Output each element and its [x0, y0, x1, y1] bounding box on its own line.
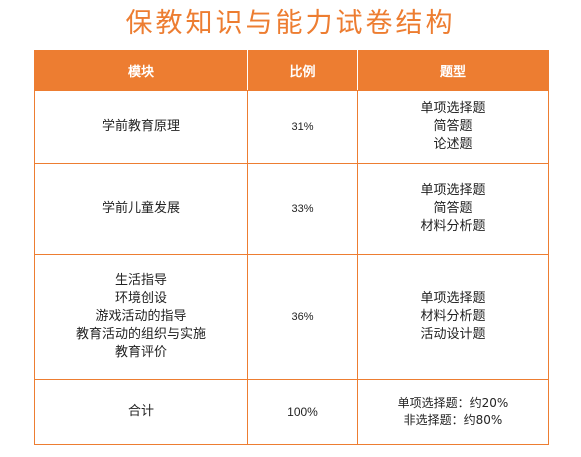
ratio-cell: 100% — [247, 379, 358, 445]
table-header-row: 模块 比例 题型 — [34, 50, 549, 91]
page-title: 保教知识与能力试卷结构 — [125, 8, 456, 39]
table-row: 学前儿童发展 33% 单项选择题 简答题 材料分析题 — [34, 163, 549, 255]
module-name: 教育评价 — [114, 345, 167, 360]
question-type: 论述题 — [433, 137, 473, 152]
question-type: 单项选择题 — [420, 101, 486, 116]
question-type: 活动设计题 — [420, 327, 486, 342]
question-type: 单项选择题 — [420, 183, 486, 198]
ratio-value: 100% — [287, 404, 318, 419]
column-header-module: 模块 — [34, 50, 248, 91]
total-label: 合计 — [127, 404, 154, 419]
column-header-question-type: 题型 — [357, 50, 549, 91]
question-type-share: 单项选择题：约20% — [397, 396, 509, 410]
exam-structure-table: 模块 比例 题型 学前教育原理 31% 单项选择题 简答题 论述题 学前儿童发展… — [34, 50, 549, 445]
module-name: 学前儿童发展 — [101, 201, 180, 216]
module-cell: 学前教育原理 — [34, 90, 248, 164]
question-type-share: 非选择题：约80% — [403, 413, 503, 427]
module-cell: 生活指导 环境创设 游戏活动的指导 教育活动的组织与实施 教育评价 — [34, 254, 248, 380]
module-name: 生活指导 — [114, 273, 167, 288]
module-cell: 合计 — [34, 379, 248, 445]
module-cell: 学前儿童发展 — [34, 163, 248, 255]
ratio-value: 31% — [291, 121, 314, 133]
table-row: 学前教育原理 31% 单项选择题 简答题 论述题 — [34, 90, 549, 164]
ratio-value: 36% — [291, 311, 314, 323]
question-type-cell: 单项选择题 材料分析题 活动设计题 — [357, 254, 549, 380]
question-type-cell: 单项选择题 简答题 材料分析题 — [357, 163, 549, 255]
question-type-cell: 单项选择题 简答题 论述题 — [357, 90, 549, 164]
ratio-cell: 33% — [247, 163, 358, 255]
table-row: 生活指导 环境创设 游戏活动的指导 教育活动的组织与实施 教育评价 36% 单项… — [34, 254, 549, 380]
module-name: 环境创设 — [114, 291, 167, 306]
question-type: 材料分析题 — [420, 219, 486, 234]
question-type: 简答题 — [433, 201, 473, 216]
question-type: 材料分析题 — [420, 309, 486, 324]
module-name: 游戏活动的指导 — [95, 309, 187, 324]
question-type-cell: 单项选择题：约20% 非选择题：约80% — [357, 379, 549, 445]
module-name: 教育活动的组织与实施 — [75, 327, 206, 342]
question-type: 简答题 — [433, 119, 473, 134]
ratio-value: 33% — [291, 203, 314, 215]
ratio-cell: 31% — [247, 90, 358, 164]
module-name: 学前教育原理 — [101, 119, 180, 134]
question-type: 单项选择题 — [420, 291, 486, 306]
table-row-total: 合计 100% 单项选择题：约20% 非选择题：约80% — [34, 379, 549, 445]
ratio-cell: 36% — [247, 254, 358, 380]
column-header-ratio: 比例 — [247, 50, 358, 91]
